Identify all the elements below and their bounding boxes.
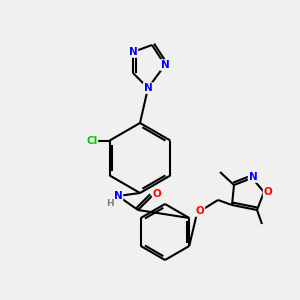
Text: N: N (160, 60, 169, 70)
Text: N: N (114, 191, 122, 201)
Text: N: N (129, 47, 137, 57)
Text: O: O (196, 206, 204, 216)
Text: O: O (153, 189, 161, 199)
Text: O: O (264, 187, 272, 197)
Text: H: H (106, 199, 114, 208)
Text: N: N (249, 172, 257, 182)
Text: Cl: Cl (86, 136, 97, 146)
Text: N: N (144, 83, 152, 93)
